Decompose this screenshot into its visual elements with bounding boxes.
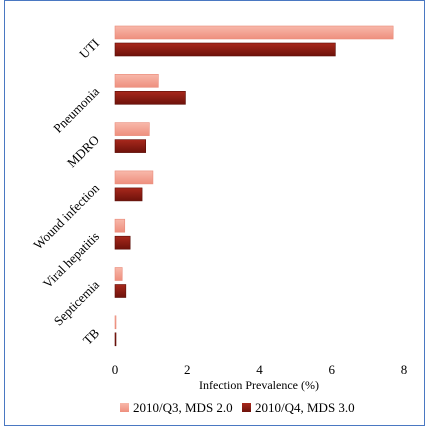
bar-pneumonia-series-2 (115, 91, 185, 104)
bar-mdro-series-1 (115, 123, 149, 136)
bar-pneumonia-series-1 (115, 74, 158, 87)
bar-uti-series-2 (115, 43, 335, 56)
bar-viral-hepatitis-series-1 (115, 219, 125, 232)
bar-mdro-series-2 (115, 140, 146, 153)
category-label-septicemia: Septicemia (51, 277, 103, 329)
category-label-uti: UTI (76, 36, 102, 62)
bar-tb-series-1 (115, 316, 116, 329)
legend-swatch-series-2 (242, 403, 251, 412)
legend-swatch-series-1 (120, 403, 129, 412)
bar-septicemia-series-1 (115, 268, 122, 281)
bar-wound-infection-series-1 (115, 171, 153, 184)
legend-label-series-1: 2010/Q3, MDS 2.0 (133, 400, 233, 415)
x-tick-label-2: 2 (184, 362, 191, 377)
legend: 2010/Q3, MDS 2.0 2010/Q4, MDS 3.0 (120, 400, 355, 415)
bar-viral-hepatitis-series-2 (115, 236, 130, 249)
category-label-tb: TB (80, 325, 103, 348)
x-tick-label-0: 0 (112, 362, 119, 377)
x-axis-title: Infection Prevalence (%) (199, 378, 319, 392)
category-label-pneumonia: Pneumonia (50, 84, 102, 136)
bar-wound-infection-series-2 (115, 188, 142, 201)
bar-uti-series-1 (115, 26, 393, 39)
bar-septicemia-series-2 (115, 285, 126, 298)
x-tick-label-4: 4 (256, 362, 263, 377)
x-tick-label-6: 6 (329, 362, 336, 377)
x-tick-label-8: 8 (401, 362, 408, 377)
bar-tb-series-2 (115, 333, 116, 346)
legend-label-series-2: 2010/Q4, MDS 3.0 (255, 400, 355, 415)
category-label-mdro: MDRO (64, 132, 102, 170)
